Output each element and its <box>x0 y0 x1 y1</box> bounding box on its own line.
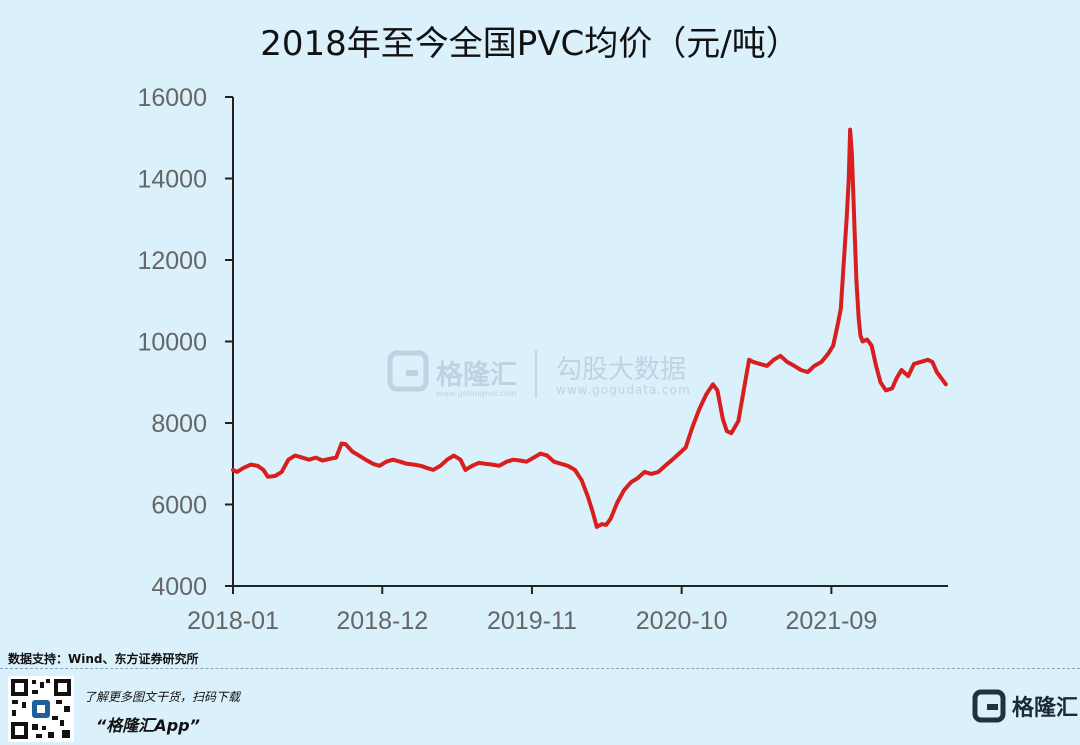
x-axis-ticks: 2018-01 2018-12 2019-11 2020-10 2021-09 <box>187 586 877 635</box>
x-tick-label: 2021-09 <box>785 607 877 635</box>
qr-code-icon[interactable] <box>8 676 74 742</box>
chart-title: 2018年至今全国PVC均价（元/吨） <box>260 24 799 64</box>
gelonghui-watermark-logo-icon <box>387 350 429 392</box>
promo-text: 了解更多图文干货，扫码下载 <box>84 690 241 704</box>
brand-name: 格隆汇 <box>1012 696 1079 721</box>
watermark: 格隆汇 www.gelonghui.com 勾股大数据 www.gogudata… <box>387 350 691 398</box>
x-tick-label: 2020-10 <box>636 607 728 635</box>
y-tick-label: 12000 <box>137 247 207 275</box>
y-axis-ticks: 4000 6000 8000 10000 12000 14000 16000 <box>137 84 233 601</box>
x-tick-label: 2019-11 <box>487 607 577 635</box>
data-source-note: 数据支持：Wind、东方证券研究所 <box>8 652 199 666</box>
footer-divider <box>0 668 1080 669</box>
x-tick-label: 2018-12 <box>336 607 428 635</box>
watermark-product-name: 勾股大数据 <box>556 355 686 385</box>
y-tick-label: 6000 <box>151 492 207 520</box>
brand-logo: 格隆汇 <box>972 688 1078 724</box>
series-line-pvc-price <box>231 127 948 529</box>
watermark-brand-name: 格隆汇 <box>436 360 517 391</box>
y-tick-label: 8000 <box>151 410 207 438</box>
promo-app-name: “格隆汇App” <box>96 716 200 735</box>
gelonghui-logo-icon <box>972 689 1006 723</box>
x-tick-label: 2018-01 <box>187 607 279 635</box>
y-tick-label: 10000 <box>137 329 207 357</box>
chart-axes <box>232 97 948 587</box>
y-tick-label: 4000 <box>151 573 207 601</box>
watermark-product-url: www.gogudata.com <box>556 383 691 397</box>
y-tick-label: 14000 <box>137 166 207 194</box>
y-tick-label: 16000 <box>137 84 207 112</box>
watermark-brand-url: www.gelonghui.com <box>436 389 517 398</box>
